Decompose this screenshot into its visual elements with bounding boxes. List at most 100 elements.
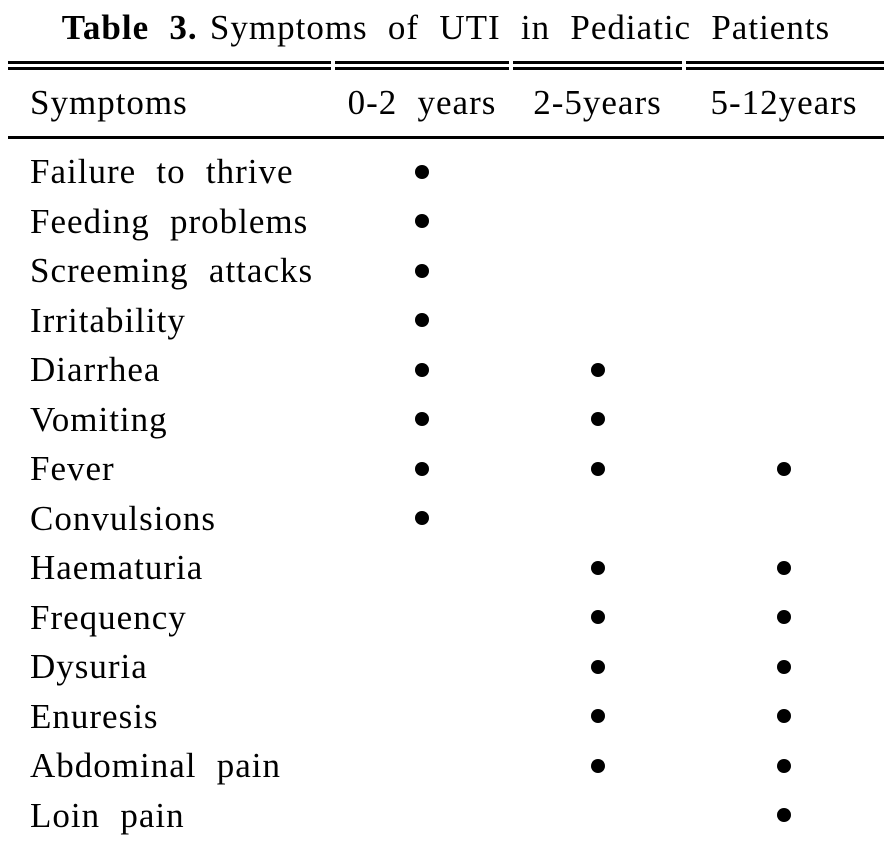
- table-row: Convulsions: [8, 494, 884, 544]
- table-caption-number: Table 3.: [61, 8, 198, 47]
- cell-age-5-12: [684, 296, 884, 346]
- bullet-dot-icon: [415, 412, 429, 427]
- cell-age-2-5: [511, 197, 684, 247]
- column-header-5-12-years: 5-12years: [710, 83, 858, 122]
- symptom-label: Vomiting: [30, 399, 168, 439]
- cell-age-5-12: [684, 692, 884, 742]
- table-row: Haematuria: [8, 543, 884, 593]
- cell-age-5-12: [684, 791, 884, 841]
- cell-age-2-5: [511, 642, 684, 692]
- table-row: Frequency: [8, 593, 884, 643]
- symptom-label: Enuresis: [30, 696, 159, 736]
- table-row: Irritability: [8, 296, 884, 346]
- cell-age-2-5: [511, 741, 684, 791]
- cell-age-2-5: [511, 296, 684, 346]
- table-row: Fever: [8, 444, 884, 494]
- bullet-dot-icon: [777, 709, 791, 724]
- cell-age-0-2: [333, 345, 511, 395]
- bullet-dot-icon: [590, 461, 605, 476]
- cell-age-5-12: [684, 642, 884, 692]
- cell-age-0-2: [333, 296, 511, 346]
- table-row: Enuresis: [8, 692, 884, 742]
- cell-age-5-12: [684, 494, 884, 544]
- bullet-dot-icon: [777, 659, 791, 674]
- bullet-dot-icon: [590, 362, 605, 377]
- bullet-dot-icon: [415, 511, 429, 526]
- bullet-dot-icon: [590, 758, 605, 773]
- cell-age-0-2: [333, 692, 511, 742]
- cell-age-2-5: [511, 692, 684, 742]
- cell-age-5-12: [684, 593, 884, 643]
- cell-age-0-2: [333, 593, 511, 643]
- bullet-dot-icon: [415, 214, 429, 229]
- cell-age-0-2: [333, 246, 511, 296]
- symptom-label: Dysuria: [30, 647, 148, 686]
- bullet-dot-icon: [590, 709, 605, 724]
- bullet-dot-icon: [590, 610, 605, 625]
- table-row: Diarrhea: [8, 345, 884, 395]
- table-row: Abdominal pain: [8, 741, 884, 791]
- cell-age-0-2: [333, 642, 511, 692]
- symptom-label: Fever: [30, 449, 115, 488]
- cell-age-0-2: [333, 741, 511, 791]
- column-header-2-5-years: 2-5years: [533, 83, 662, 122]
- symptom-label: Loin pain: [30, 795, 185, 835]
- symptom-label: Frequency: [30, 597, 187, 637]
- table-row: Failure to thrive: [8, 147, 884, 197]
- symptom-label: Irritability: [30, 300, 186, 340]
- cell-age-0-2: [333, 197, 511, 247]
- cell-age-0-2: [333, 147, 511, 197]
- bullet-dot-icon: [415, 313, 429, 328]
- cell-age-2-5: [511, 246, 684, 296]
- symptoms-table: Symptoms 0-2 years 2-5years 5-12years Fa…: [8, 58, 884, 840]
- cell-age-0-2: [333, 494, 511, 544]
- symptom-label: Screeming attacks: [30, 251, 314, 290]
- column-header-0-2-years: 0-2 years: [347, 83, 497, 122]
- symptom-label: Convulsions: [30, 498, 217, 538]
- cell-age-5-12: [684, 543, 884, 593]
- cell-age-5-12: [684, 395, 884, 445]
- double-rule-segment: [335, 61, 509, 70]
- cell-age-2-5: [511, 345, 684, 395]
- table-body: Failure to thrive Feeding problems Scree…: [8, 139, 884, 840]
- table-row: Loin pain: [8, 791, 884, 841]
- double-rule-segment: [686, 61, 884, 70]
- table-caption-title: Symptoms of UTI in Pediatic Patients: [209, 8, 831, 47]
- bullet-dot-icon: [590, 560, 605, 575]
- table-row: Dysuria: [8, 642, 884, 692]
- cell-age-0-2: [333, 395, 511, 445]
- cell-age-5-12: [684, 444, 884, 494]
- cell-age-5-12: [684, 741, 884, 791]
- table-caption: Table 3. Symptoms of UTI in Pediatic Pati…: [0, 0, 892, 58]
- cell-age-5-12: [684, 147, 884, 197]
- cell-age-0-2: [333, 543, 511, 593]
- cell-age-5-12: [684, 197, 884, 247]
- bullet-dot-icon: [777, 610, 791, 625]
- bullet-dot-icon: [415, 164, 429, 179]
- double-rule-segment: [513, 61, 682, 70]
- header-rule: [8, 136, 884, 139]
- symptom-label: Failure to thrive: [30, 152, 294, 191]
- symptom-label: Diarrhea: [30, 350, 161, 389]
- cell-age-2-5: [511, 147, 684, 197]
- cell-age-5-12: [684, 246, 884, 296]
- cell-age-2-5: [511, 593, 684, 643]
- cell-age-2-5: [511, 395, 684, 445]
- cell-age-2-5: [511, 791, 684, 841]
- symptom-label: Feeding problems: [30, 201, 309, 241]
- cell-age-0-2: [333, 444, 511, 494]
- table-row: Screeming attacks: [8, 246, 884, 296]
- symptom-label: Abdominal pain: [30, 746, 281, 785]
- bullet-dot-icon: [777, 758, 791, 773]
- bullet-dot-icon: [590, 412, 605, 427]
- symptom-label: Haematuria: [30, 548, 204, 587]
- bullet-dot-icon: [415, 461, 429, 476]
- cell-age-2-5: [511, 444, 684, 494]
- bullet-dot-icon: [415, 362, 429, 377]
- cell-age-2-5: [511, 543, 684, 593]
- bullet-dot-icon: [777, 808, 791, 823]
- bullet-dot-icon: [777, 461, 791, 476]
- table-row: Vomiting: [8, 395, 884, 445]
- bullet-dot-icon: [415, 263, 429, 278]
